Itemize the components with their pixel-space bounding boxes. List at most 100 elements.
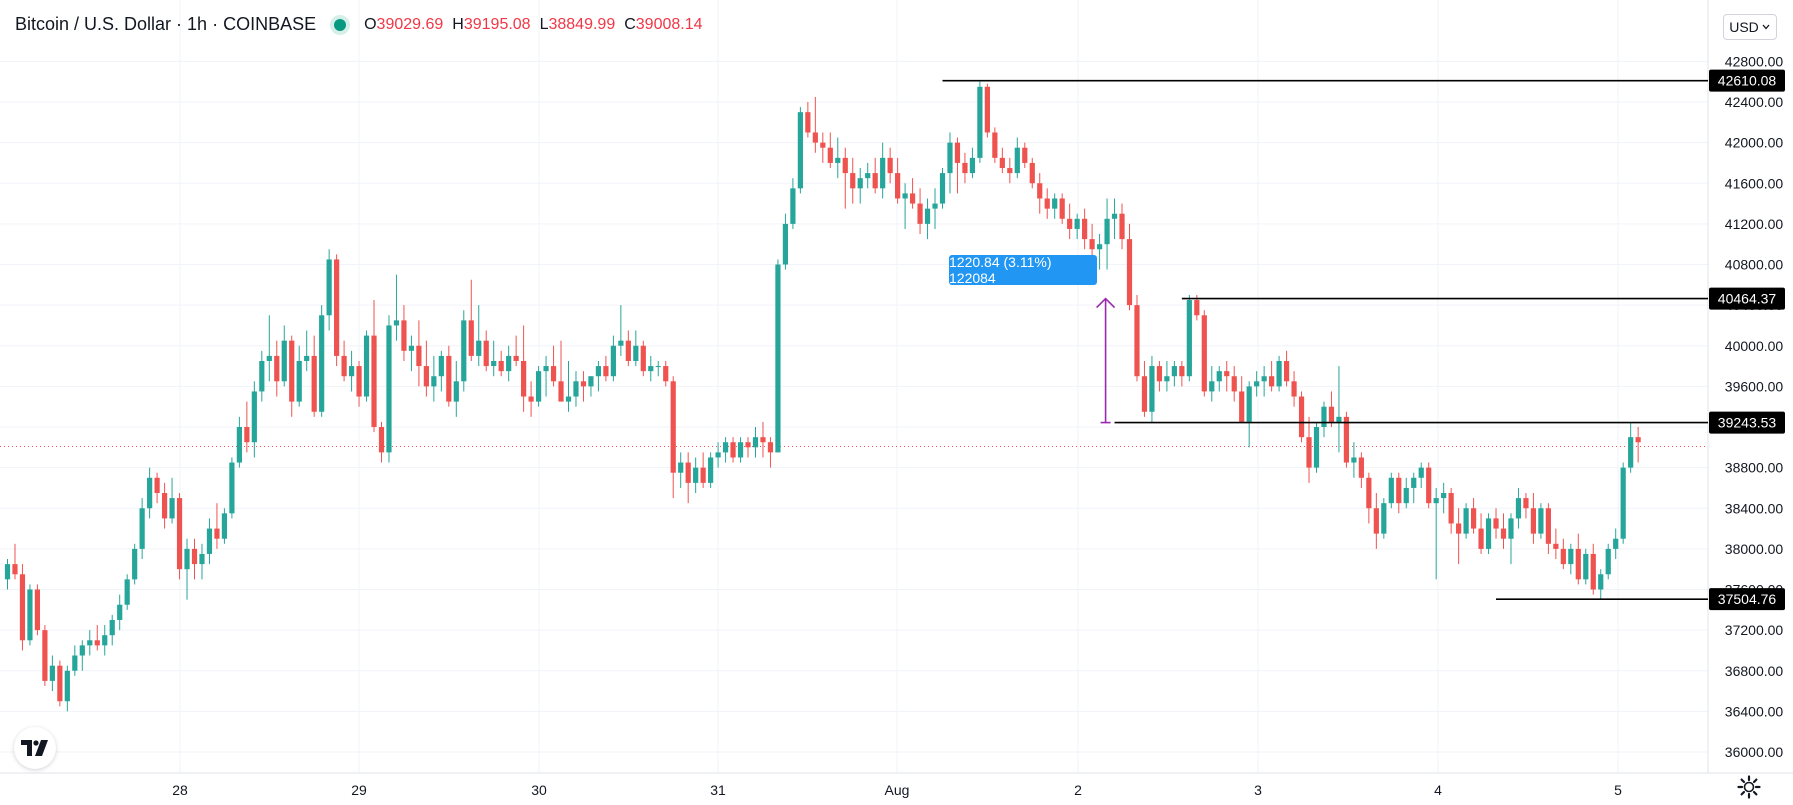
candle-body: [281, 340, 287, 382]
candle-body: [790, 188, 796, 224]
candle-body: [1560, 548, 1566, 565]
candle-body: [132, 548, 138, 580]
candle-body: [528, 396, 534, 402]
candle-body: [745, 442, 751, 448]
tradingview-logo[interactable]: [14, 727, 56, 769]
symbol-title[interactable]: Bitcoin / U.S. Dollar · 1h · COINBASE: [15, 14, 317, 34]
price-tick-label: 42800.00: [1725, 53, 1784, 69]
candle-body: [1321, 406, 1327, 427]
candle-body: [872, 173, 878, 189]
candle-body: [348, 366, 355, 377]
price-tag-label: 42610.08: [1718, 73, 1777, 89]
candle-body: [34, 589, 41, 631]
candle-body: [1635, 437, 1641, 443]
candle-body: [1628, 437, 1634, 468]
candle-body: [550, 366, 557, 382]
price-tag-label: 40464.37: [1718, 291, 1777, 307]
candle-body: [1052, 198, 1058, 209]
candle-body: [371, 335, 377, 427]
candle-body: [1373, 508, 1379, 534]
symbol-legend[interactable]: Bitcoin / U.S. Dollar · 1h · COINBASE O3…: [15, 14, 712, 35]
candle-body: [782, 223, 789, 265]
chevron-down-icon: [1762, 24, 1770, 30]
candle-body: [618, 340, 624, 346]
candle-body: [453, 381, 459, 402]
candle-body: [1530, 508, 1537, 534]
candle-body: [603, 366, 609, 377]
candle-body: [857, 178, 863, 189]
candle-body: [565, 396, 572, 402]
candle-body: [461, 320, 467, 382]
time-tick-label: 3: [1254, 782, 1262, 798]
candle-body: [326, 259, 332, 316]
candle-body: [236, 427, 242, 463]
candle-body: [1515, 498, 1522, 519]
candle-body: [902, 193, 908, 199]
price-tick-label: 37200.00: [1725, 622, 1784, 638]
candle-body: [573, 381, 579, 397]
candle-body: [1111, 213, 1118, 219]
candle-body: [1463, 508, 1469, 534]
candle-body: [722, 442, 729, 453]
candle-body: [251, 391, 257, 443]
candle-body: [1141, 376, 1148, 412]
price-tag-label: 39243.53: [1718, 415, 1777, 431]
candle-body: [805, 112, 811, 133]
candle-body: [535, 371, 542, 402]
measure-arrow-head: [1096, 297, 1116, 309]
candle-body: [1366, 477, 1372, 509]
price-tag-box: [1709, 411, 1785, 434]
candle-body: [94, 640, 100, 646]
candle-body: [588, 376, 594, 387]
candle-body: [161, 493, 168, 519]
candle-body: [1605, 548, 1611, 575]
candle-body: [1343, 416, 1350, 463]
price-tag-box: [1709, 69, 1785, 92]
open-value: O39029.69: [364, 15, 444, 33]
measure-label: 1220.84 (3.11%) 122084: [949, 254, 1097, 286]
candle-body: [296, 360, 302, 402]
price-tick-label: 38000.00: [1725, 541, 1784, 557]
candle-body: [1441, 493, 1447, 499]
price-tick-label: 38400.00: [1725, 500, 1784, 516]
time-axis: 28 29 30 31 Aug 2 3 4 5: [172, 782, 1622, 798]
grid-lines: [0, 0, 1708, 773]
candle-body: [1411, 477, 1417, 488]
candle-body: [1500, 528, 1507, 539]
candle-body: [1186, 300, 1192, 377]
price-tick-label: 42000.00: [1725, 135, 1784, 151]
candle-body: [1254, 381, 1260, 387]
candle-body: [1298, 396, 1305, 438]
candle-body: [1044, 198, 1050, 209]
currency-button[interactable]: USD: [1723, 14, 1777, 40]
candle-body: [1478, 528, 1484, 549]
candle-body: [932, 203, 938, 209]
candle-body: [1575, 548, 1581, 580]
candle-body: [1104, 218, 1110, 245]
candle-body: [184, 548, 190, 570]
candle-body: [835, 157, 841, 163]
candle-body: [139, 508, 145, 549]
candle-body: [1568, 548, 1574, 565]
candle-body: [393, 320, 400, 326]
candle-body: [117, 604, 123, 620]
candle-body: [924, 208, 931, 224]
candle-body: [1508, 518, 1514, 539]
candle-body: [244, 427, 250, 443]
candle-body: [378, 427, 385, 453]
close-value: C39008.14: [624, 15, 703, 33]
candle-body: [109, 619, 115, 636]
candle-body: [737, 442, 744, 458]
candle-body: [1029, 162, 1035, 184]
candle-body: [962, 162, 968, 174]
gear-icon[interactable]: [1736, 774, 1762, 800]
price-tick-label: 36000.00: [1725, 744, 1784, 760]
candle-body: [1470, 508, 1477, 529]
candle-body: [1313, 427, 1320, 468]
candle-body: [580, 381, 587, 387]
candle-body: [102, 635, 108, 646]
candle-body: [483, 340, 489, 367]
high-value: H39195.08: [452, 15, 531, 33]
candle-body: [1126, 239, 1133, 306]
